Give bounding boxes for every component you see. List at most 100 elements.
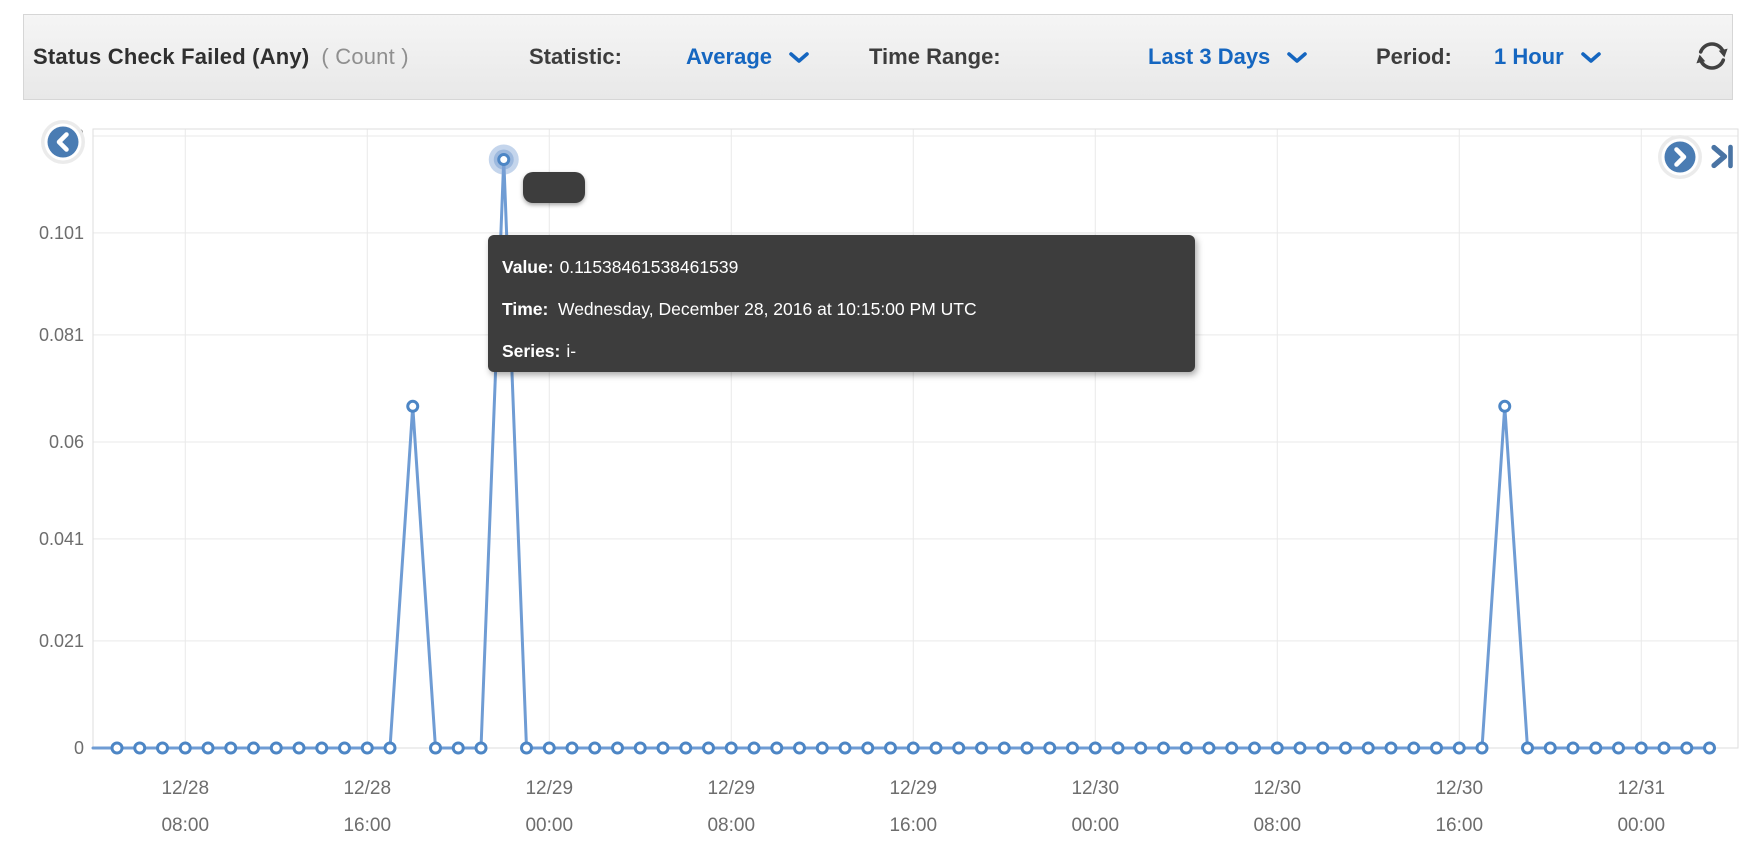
data-point[interactable] — [1703, 741, 1716, 755]
x-tick-label: 12/29 — [707, 778, 755, 799]
data-point[interactable] — [1430, 741, 1443, 755]
data-point[interactable] — [1361, 741, 1375, 755]
data-point[interactable] — [1680, 741, 1694, 755]
data-point[interactable] — [1612, 741, 1625, 755]
data-point[interactable] — [1088, 741, 1102, 755]
data-point[interactable] — [429, 741, 442, 755]
tooltip-time: Wednesday, December 28, 2016 at 10:15:00… — [558, 299, 977, 319]
y-tick-label: 0.081 — [39, 325, 84, 345]
data-point[interactable] — [497, 153, 511, 167]
x-tick-label: 08:00 — [1253, 815, 1301, 836]
data-point[interactable] — [1066, 741, 1079, 755]
chevron-down-icon — [1287, 51, 1308, 63]
data-point[interactable] — [1543, 741, 1557, 755]
data-point[interactable] — [1134, 741, 1148, 755]
metric-title: Status Check Failed (Any) — [33, 44, 310, 69]
data-point[interactable] — [975, 741, 988, 755]
tooltip-time-label: Time: — [502, 299, 549, 319]
data-point[interactable] — [770, 741, 784, 755]
x-tick-label: 12/31 — [1617, 778, 1665, 799]
data-point[interactable] — [1634, 741, 1648, 755]
data-point[interactable] — [1293, 741, 1307, 755]
data-point[interactable] — [747, 741, 761, 755]
data-point[interactable] — [1657, 741, 1671, 755]
pan-right-button[interactable] — [1657, 134, 1703, 180]
x-tick-label: 00:00 — [1617, 815, 1665, 836]
data-point[interactable] — [656, 741, 670, 755]
data-point[interactable] — [1384, 741, 1398, 755]
data-point[interactable] — [929, 741, 943, 755]
data-point[interactable] — [406, 399, 420, 413]
data-point[interactable] — [1202, 741, 1216, 755]
data-point[interactable] — [1270, 741, 1284, 755]
data-point[interactable] — [565, 741, 579, 755]
data-point[interactable] — [224, 741, 238, 755]
data-point[interactable] — [838, 741, 852, 755]
statistic-value: Average — [686, 44, 773, 69]
data-point[interactable] — [542, 741, 556, 755]
data-point[interactable] — [292, 741, 306, 755]
graph-title: Status Check Failed (Any) ( Count ) — [33, 15, 409, 99]
data-point[interactable] — [1521, 741, 1534, 755]
y-tick-label: 0 — [74, 738, 84, 758]
data-point[interactable] — [360, 741, 374, 755]
x-tick-label: 12/30 — [1071, 778, 1119, 799]
data-point[interactable] — [315, 741, 329, 755]
data-point[interactable] — [133, 741, 147, 755]
x-tick-label: 12/28 — [343, 778, 391, 799]
data-point[interactable] — [1566, 741, 1580, 755]
statistic-label: Statistic: — [529, 44, 622, 69]
period-dropdown[interactable]: 1 Hour — [1494, 15, 1602, 99]
data-point[interactable] — [1225, 741, 1239, 755]
data-point[interactable] — [588, 741, 602, 755]
data-point[interactable] — [1157, 741, 1170, 755]
data-point[interactable] — [1111, 741, 1125, 755]
data-point[interactable] — [679, 741, 693, 755]
data-point[interactable] — [156, 741, 169, 755]
data-point[interactable] — [906, 741, 920, 755]
data-point[interactable] — [793, 741, 806, 755]
statistic-dropdown[interactable]: Average — [686, 15, 810, 99]
data-point[interactable] — [1339, 741, 1352, 755]
pan-left-button[interactable] — [40, 119, 86, 165]
data-point[interactable] — [1498, 399, 1512, 413]
data-point[interactable] — [474, 741, 488, 755]
y-tick-label: 0.06 — [49, 432, 84, 452]
data-point[interactable] — [633, 741, 647, 755]
time-range-dropdown[interactable]: Last 3 Days — [1148, 15, 1308, 99]
skip-to-latest-button[interactable] — [1707, 141, 1739, 173]
tooltip-series: i- — [566, 341, 577, 361]
data-point[interactable] — [1407, 741, 1421, 755]
data-point[interactable] — [1589, 741, 1603, 755]
refresh-button[interactable] — [1692, 36, 1732, 79]
data-point[interactable] — [997, 741, 1011, 755]
data-point[interactable] — [269, 741, 283, 755]
data-point[interactable] — [1020, 741, 1034, 755]
data-point[interactable] — [338, 741, 351, 755]
plot-border — [92, 128, 1739, 749]
time-range-label: Time Range: — [869, 44, 1001, 69]
data-point[interactable] — [861, 741, 875, 755]
data-point[interactable] — [702, 741, 715, 755]
data-point[interactable] — [1248, 741, 1261, 755]
data-point[interactable] — [724, 741, 738, 755]
data-point[interactable] — [520, 741, 533, 755]
data-point[interactable] — [1179, 741, 1193, 755]
data-point[interactable] — [952, 741, 966, 755]
data-point[interactable] — [815, 741, 829, 755]
data-point[interactable] — [1316, 741, 1330, 755]
data-point[interactable] — [611, 741, 624, 755]
data-point[interactable] — [884, 741, 897, 755]
data-point[interactable] — [1475, 741, 1489, 755]
period-value: 1 Hour — [1494, 44, 1564, 69]
data-point[interactable] — [110, 741, 124, 755]
data-point[interactable] — [247, 741, 260, 755]
data-point[interactable] — [451, 741, 465, 755]
data-point[interactable] — [1452, 741, 1466, 755]
x-tick-label: 12/30 — [1253, 778, 1301, 799]
x-tick-label: 00:00 — [525, 815, 573, 836]
data-point[interactable] — [201, 741, 215, 755]
data-point[interactable] — [383, 741, 397, 755]
data-point[interactable] — [1043, 741, 1057, 755]
data-point[interactable] — [178, 741, 192, 755]
